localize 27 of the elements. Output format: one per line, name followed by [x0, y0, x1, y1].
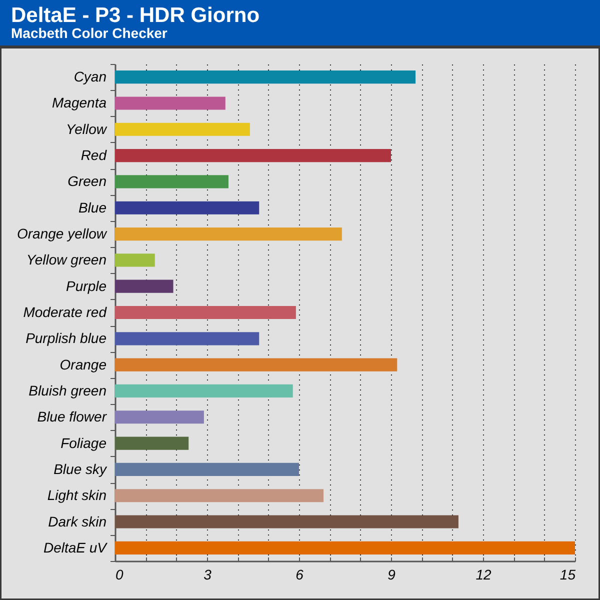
y-tick-label: Foliage	[60, 434, 107, 451]
chart-subtitle: Macbeth Color Checker	[11, 25, 168, 41]
y-tick-label: Bluish green	[28, 382, 107, 398]
x-tick-label: 9	[388, 566, 396, 582]
y-tick-label: Dark skin	[48, 513, 107, 530]
chart-title: DeltaE - P3 - HDR Giorno	[11, 4, 260, 27]
y-tick-label: Blue sky	[54, 460, 108, 477]
y-tick-label: Cyan	[74, 68, 107, 85]
y-tick-label: Red	[80, 147, 108, 164]
y-tick-label: Yellow green	[26, 252, 107, 268]
x-tick-label: 12	[476, 566, 492, 582]
y-tick-label: Light skin	[47, 487, 107, 504]
x-tick-label: 3	[204, 566, 212, 582]
y-tick-label: Moderate red	[23, 304, 108, 320]
y-tick-label: Purple	[66, 278, 107, 294]
y-tick-label: Magenta	[52, 94, 107, 111]
y-tick-label: Blue	[78, 199, 107, 216]
y-tick-label: Orange yellow	[17, 226, 108, 242]
x-tick-label: 15	[560, 566, 576, 582]
y-tick-label: Orange	[60, 356, 107, 372]
y-tick-label: Yellow	[66, 120, 108, 137]
y-tick-label: DeltaE uV	[43, 539, 108, 556]
y-tick-label: Blue flower	[37, 408, 108, 425]
x-tick-label: 0	[116, 566, 124, 582]
x-tick-label: 6	[296, 566, 304, 582]
y-tick-label: Purplish blue	[26, 330, 107, 346]
y-tick-label: Green	[68, 173, 107, 190]
